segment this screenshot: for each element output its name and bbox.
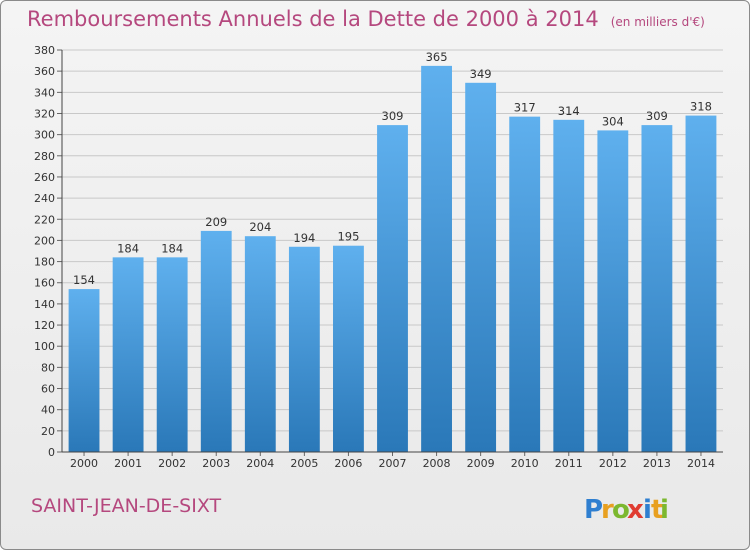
x-tick-label: 2005: [290, 457, 318, 470]
bar: [112, 257, 144, 452]
x-tick-label: 2006: [334, 457, 362, 470]
x-tick-label: 2009: [467, 457, 495, 470]
bar: [421, 65, 452, 453]
y-tick-label: 140: [34, 298, 55, 311]
city-name: SAINT-JEAN-DE-SIXT: [31, 495, 222, 517]
bar: [597, 130, 629, 452]
y-tick-label: 20: [41, 425, 55, 438]
bar-value-label: 184: [161, 241, 183, 255]
y-tick-label: 0: [48, 446, 55, 459]
x-tick-label: 2004: [246, 457, 274, 470]
bar-value-label: 184: [117, 241, 139, 255]
x-tick-label: 2007: [379, 457, 407, 470]
bar-value-label: 209: [205, 215, 227, 229]
y-tick-label: 260: [34, 171, 55, 184]
y-tick-label: 240: [34, 192, 55, 205]
logo-letter: i: [660, 495, 669, 525]
x-tick-label: 2001: [114, 457, 142, 470]
bar-value-label: 309: [382, 109, 404, 123]
y-tick-label: 180: [34, 256, 55, 269]
chart-title: Remboursements Annuels de la Dette de 20…: [27, 7, 705, 31]
bar: [641, 125, 673, 452]
x-tick-label: 2012: [599, 457, 627, 470]
x-tick-label: 2010: [511, 457, 539, 470]
bar-value-label: 304: [602, 114, 624, 128]
bar: [685, 115, 717, 452]
y-tick-label: 380: [34, 44, 55, 57]
bar: [509, 116, 541, 452]
y-tick-label: 340: [34, 86, 55, 99]
y-axis-ticks: 0 20 40 60 80 100 120 140 160 180 200 220 240 260 280 3…: [34, 44, 62, 459]
bar-value-label: 194: [293, 231, 315, 245]
bar-labels: 154 184 184 209 204 194 195 309 365 349 317 314 304 3…: [73, 50, 712, 287]
logo-letter: i: [643, 495, 652, 525]
y-tick-label: 300: [34, 129, 55, 142]
x-axis-ticks: 2000 2001 2002 2003 2004 2005 2006 2007 2008 2009…: [70, 452, 715, 470]
bar: [465, 82, 497, 452]
bar: [377, 125, 408, 452]
x-tick-label: 2003: [202, 457, 230, 470]
y-tick-label: 360: [34, 65, 55, 78]
x-tick-label: 2008: [423, 457, 451, 470]
y-tick-label: 160: [34, 277, 55, 290]
bar: [156, 257, 188, 452]
x-tick-label: 2013: [643, 457, 671, 470]
bar-value-label: 317: [514, 101, 536, 115]
y-tick-label: 220: [34, 213, 55, 226]
bar-value-label: 349: [470, 67, 492, 81]
logo-letter: r: [601, 495, 614, 525]
axes: [61, 50, 723, 453]
bar-value-label: 365: [426, 50, 448, 64]
bar-value-label: 154: [73, 273, 95, 287]
y-tick-label: 120: [34, 319, 55, 332]
x-tick-label: 2011: [555, 457, 583, 470]
y-tick-label: 280: [34, 150, 55, 163]
y-tick-label: 200: [34, 234, 55, 247]
bar: [553, 119, 585, 453]
logo-letter: x: [627, 495, 644, 525]
logo-letter: P: [584, 495, 603, 525]
chart-title-text: Remboursements Annuels de la Dette de 20…: [27, 7, 599, 31]
y-tick-label: 320: [34, 107, 55, 120]
bar: [200, 230, 232, 452]
logo-letter: t: [651, 495, 663, 525]
bar-value-label: 204: [249, 220, 271, 234]
y-tick-label: 100: [34, 340, 55, 353]
bar-value-label: 195: [337, 230, 359, 244]
bar: [333, 245, 364, 452]
logo-letter: o: [612, 495, 630, 525]
chart-unit: (en milliers d'€): [610, 15, 705, 29]
bars: [68, 65, 717, 453]
y-tick-label: 40: [41, 404, 55, 417]
bar-value-label: 314: [558, 104, 580, 118]
x-tick-label: 2014: [687, 457, 715, 470]
y-tick-label: 60: [41, 383, 55, 396]
x-tick-label: 2002: [158, 457, 186, 470]
bar: [244, 236, 276, 452]
y-tick-label: 80: [41, 361, 55, 374]
bar: [68, 289, 100, 452]
bar: [288, 246, 320, 452]
bar-value-label: 318: [690, 100, 712, 114]
x-tick-label: 2000: [70, 457, 98, 470]
bar-value-label: 309: [646, 109, 668, 123]
